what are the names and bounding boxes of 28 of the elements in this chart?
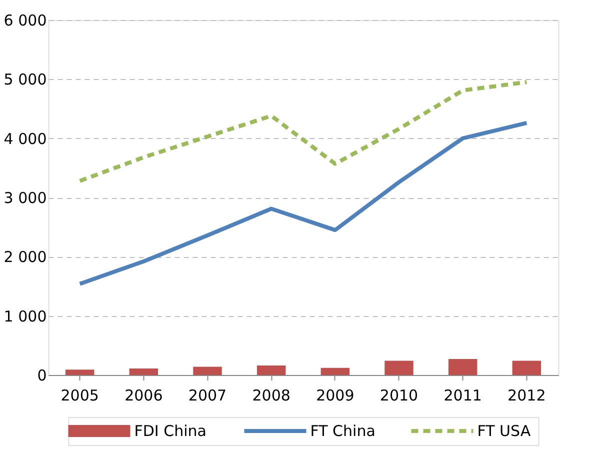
x-tick-label: 2011 [444,386,482,404]
bar [448,359,478,375]
x-tick-label: 2008 [252,386,290,404]
bar [193,366,222,375]
legend-label: FT China [310,422,376,440]
y-tick-label: 4 000 [4,130,47,148]
x-tick-label: 2007 [188,386,227,404]
legend-label: FT USA [477,422,532,440]
line-series [78,120,529,286]
bar [129,368,158,375]
x-tick-label: 2006 [124,386,163,404]
bar [512,360,542,375]
x-tick-label: 2012 [508,386,546,404]
y-tick-label: 0 [37,366,47,384]
bar [384,360,414,375]
line-series [78,80,529,183]
x-tick-label: 2005 [60,386,99,404]
y-tick-label: 2 000 [4,248,47,266]
x-tick-label: 2010 [380,386,418,404]
y-tick-label: 3 000 [4,189,47,207]
bar [256,366,286,375]
bar [65,370,94,375]
y-tick-label: 5 000 [4,70,47,89]
x-tick-label: 2009 [316,386,354,404]
bar [320,368,350,375]
y-tick-label: 1 000 [4,307,47,326]
legend-label: FDI China [134,422,206,440]
y-tick-label: 6 000 [4,12,47,30]
